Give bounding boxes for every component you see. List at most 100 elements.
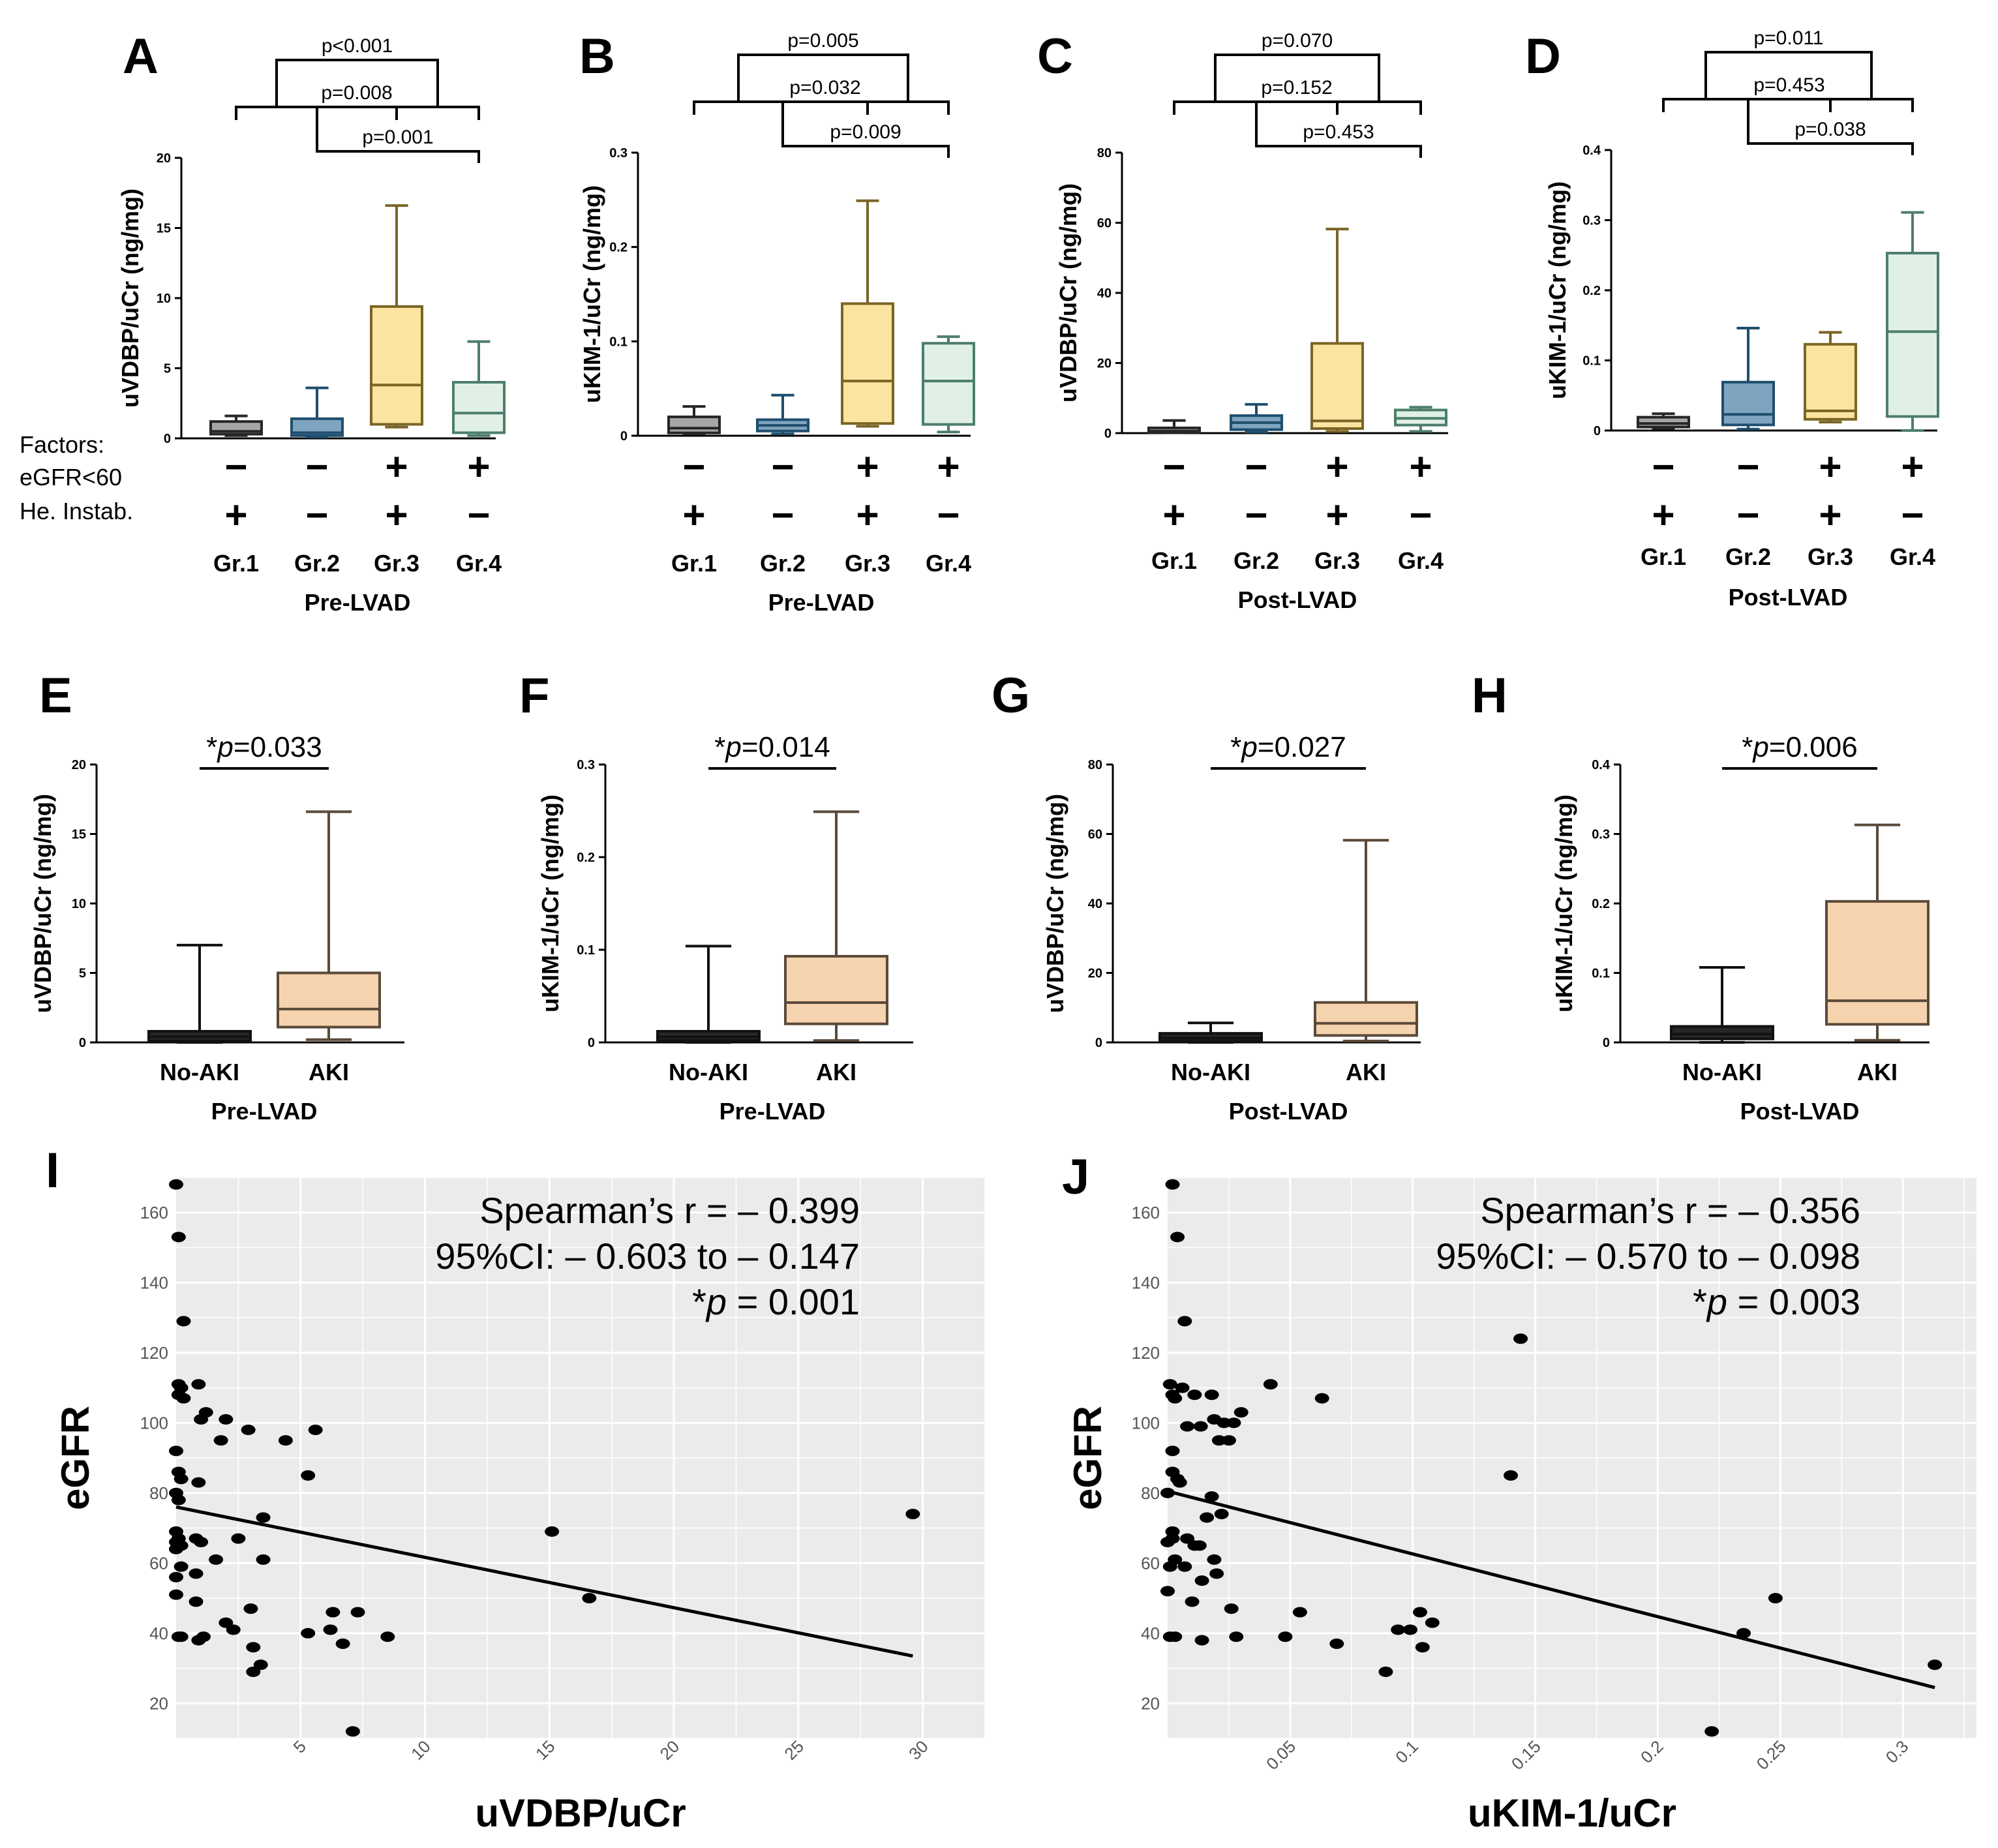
pi-point xyxy=(171,1631,186,1643)
pj-ytick-label: 100 xyxy=(1132,1413,1160,1432)
pe-ytick-label: 15 xyxy=(72,828,86,842)
pa-group-label: Gr.4 xyxy=(456,550,502,577)
pj-point xyxy=(1165,1446,1180,1457)
pi-point xyxy=(191,1477,206,1488)
pj-point xyxy=(1180,1421,1195,1432)
ph-box xyxy=(1670,1025,1774,1040)
pj-point xyxy=(1160,1487,1175,1498)
pi-point xyxy=(256,1512,271,1523)
pg-pvalue-star: * xyxy=(1230,731,1241,763)
pe-ytick-label: 10 xyxy=(72,897,86,911)
pj-point xyxy=(1193,1421,1208,1432)
pa-heinstab-sign: − xyxy=(467,493,490,537)
panel-letter-g: G xyxy=(991,668,1030,723)
pi-stat-r: Spearman’s r = – 0.399 xyxy=(479,1190,860,1231)
pd-egfr-sign: − xyxy=(1652,445,1674,489)
pb-box xyxy=(922,342,975,426)
pg-group-label: AKI xyxy=(1346,1059,1386,1085)
pj-point xyxy=(1168,1631,1183,1643)
pg-box xyxy=(1314,1001,1418,1037)
pf-pvalue-p: p xyxy=(724,731,741,763)
pd-egfr-sign: + xyxy=(1901,445,1924,489)
pb-egfr-sign: − xyxy=(682,445,705,489)
pc-bracket-level0 xyxy=(1255,102,1422,158)
pf-ytick-label: 0 xyxy=(588,1036,595,1050)
pf-ytick-label: 0.3 xyxy=(577,758,595,772)
pa-ytick-label: 10 xyxy=(157,292,171,306)
pd-bracket-pair-34 xyxy=(1829,98,1914,112)
pj-stat-r: Spearman’s r = – 0.356 xyxy=(1480,1190,1860,1231)
pj-point xyxy=(1217,1417,1232,1429)
pi-point xyxy=(176,1393,191,1404)
pi-stat-p: *p = 0.001 xyxy=(692,1281,860,1322)
pa-group-label: Gr.3 xyxy=(374,550,419,577)
pe-pvalue-value: =0.033 xyxy=(234,731,322,763)
pi-point xyxy=(301,1628,316,1639)
pj-point xyxy=(1175,1382,1190,1393)
pi-point xyxy=(169,1571,183,1583)
ph-pvalue-star: * xyxy=(1742,731,1753,763)
pj-point xyxy=(1192,1540,1207,1551)
pc-heinstab-sign: + xyxy=(1325,493,1348,537)
pj-point xyxy=(1425,1617,1440,1628)
pc-egfr-sign: + xyxy=(1325,445,1348,489)
pc-bracket-level2 xyxy=(1214,53,1380,102)
pi-point xyxy=(169,1446,183,1457)
pi-point xyxy=(194,1537,209,1547)
pc-group-label: Gr.4 xyxy=(1398,547,1444,574)
pj-point xyxy=(1160,1537,1175,1547)
pj-point xyxy=(1172,1477,1187,1488)
pf-pvalue-value: =0.014 xyxy=(742,731,830,763)
pj-point xyxy=(1329,1638,1344,1649)
pd-ytick-label: 0.1 xyxy=(1582,354,1601,369)
pf-ytick-label: 0.2 xyxy=(577,851,595,865)
panel-letter-f: F xyxy=(519,668,549,723)
pb-bracket-pair-12 xyxy=(693,100,784,115)
pb-xlabel: Pre-LVAD xyxy=(768,589,875,616)
pi-ytick-label: 80 xyxy=(149,1483,168,1503)
pj-xtick-label: 0.25 xyxy=(1753,1736,1790,1774)
pi-point xyxy=(335,1638,350,1649)
pj-ytick-label: 20 xyxy=(1141,1693,1160,1713)
pj-point xyxy=(1391,1624,1406,1635)
pj-point xyxy=(1224,1603,1239,1614)
pj-ylabel: eGFR xyxy=(1066,1406,1110,1510)
pj-xtick-label: 0.15 xyxy=(1507,1736,1545,1774)
pj-point xyxy=(1160,1586,1175,1597)
pc-bracket-pair-12 xyxy=(1173,100,1258,115)
pj-point xyxy=(1234,1407,1249,1418)
pi-point xyxy=(350,1607,365,1618)
pj-stat-p-line3_prefix: * xyxy=(1693,1281,1707,1322)
pj-stat-p-line3_p: p xyxy=(1706,1281,1727,1322)
pd-box xyxy=(1886,252,1939,418)
pj-point xyxy=(1226,1417,1241,1429)
pd-heinstab-sign: + xyxy=(1652,493,1674,537)
pi-xtick-label: 25 xyxy=(780,1736,808,1764)
panel-letter-b: B xyxy=(579,29,615,84)
pd-group-label: Gr.4 xyxy=(1890,543,1935,570)
pe-xlabel: Pre-LVAD xyxy=(211,1098,318,1125)
pb-ytick-label: 0.1 xyxy=(609,335,628,349)
pi-point xyxy=(189,1568,204,1579)
pd-ylabel: uKIM-1/uCr (ng/mg) xyxy=(1544,181,1571,399)
pe-group-label: No-AKI xyxy=(160,1059,239,1085)
pi-point xyxy=(323,1624,338,1635)
pc-ytick-label: 80 xyxy=(1097,146,1112,160)
pi-point xyxy=(169,1589,183,1600)
pj-point xyxy=(1278,1631,1293,1643)
pi-point xyxy=(253,1659,268,1671)
pj-xtick-label: 0.2 xyxy=(1637,1736,1667,1767)
pi-ylabel: eGFR xyxy=(53,1406,97,1510)
ph-ylabel: uKIM-1/uCr (ng/mg) xyxy=(1551,795,1577,1012)
pc-heinstab-sign: − xyxy=(1409,493,1432,537)
pj-point xyxy=(1187,1389,1202,1401)
pe-ytick-label: 5 xyxy=(79,967,86,981)
pi-ytick-label: 140 xyxy=(140,1273,168,1292)
pj-ytick-label: 60 xyxy=(1141,1553,1160,1573)
ph-ytick-label: 0.4 xyxy=(1592,758,1611,772)
pj-point xyxy=(1928,1659,1943,1671)
pc-box xyxy=(1310,342,1364,431)
pe-pvalue: *p=0.033 xyxy=(206,731,322,763)
factor-heinstab-label: He. Instab. xyxy=(20,498,133,524)
pd-ytick-label: 0.3 xyxy=(1582,214,1601,228)
